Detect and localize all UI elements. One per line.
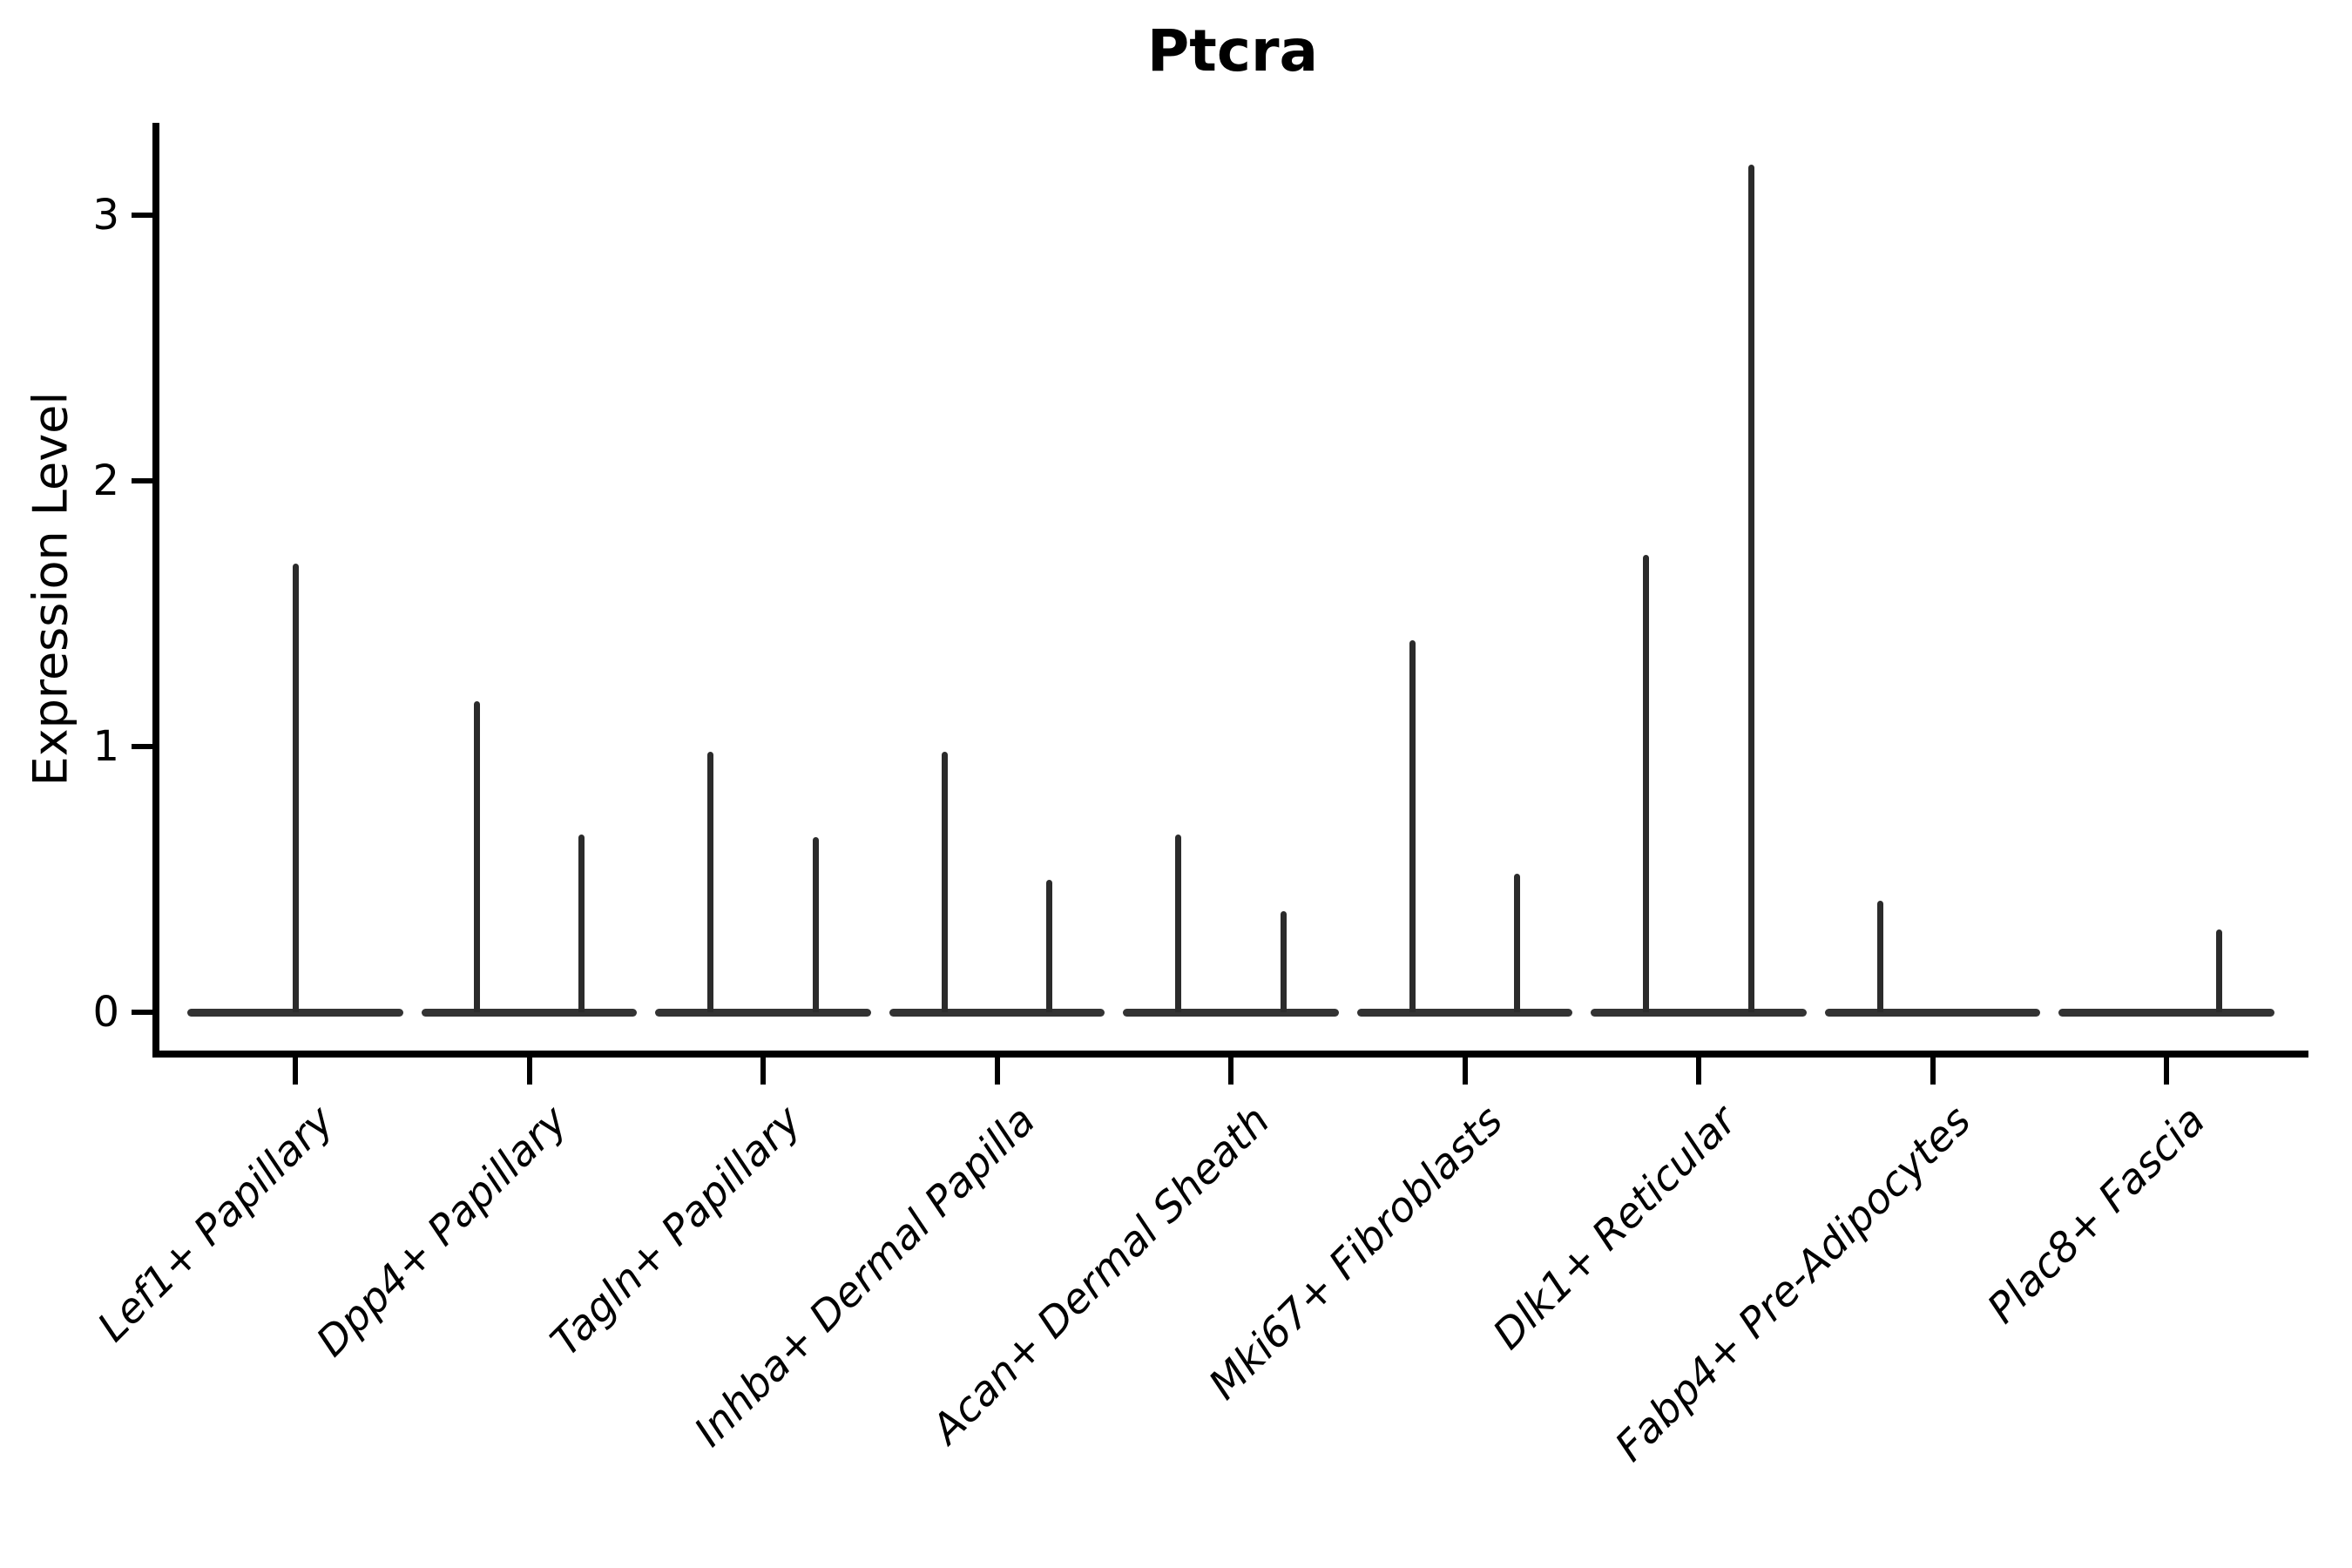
y-tick-label: 3 <box>92 191 119 240</box>
x-tick-label: Dlk1+ Reticular <box>1484 1097 1747 1359</box>
violin-spike <box>1747 165 1754 1012</box>
x-tick-mark <box>2164 1058 2169 1085</box>
violin-baseline <box>1591 1008 1807 1017</box>
y-tick-mark <box>132 1010 152 1015</box>
violin-spike <box>707 752 714 1012</box>
violin-spike <box>578 834 585 1012</box>
y-tick-mark <box>132 213 152 218</box>
x-tick-mark <box>1930 1058 1936 1085</box>
x-tick-mark <box>994 1058 1000 1085</box>
violin-spike <box>1876 900 1883 1012</box>
y-tick-mark <box>132 744 152 749</box>
violin-spike <box>1175 834 1182 1012</box>
x-tick-label: Lef1+ Papillary <box>88 1097 343 1352</box>
violin-baseline <box>1824 1008 2040 1017</box>
violin-spike <box>473 701 480 1012</box>
violin-spike <box>941 752 948 1012</box>
violin-spike <box>1280 911 1287 1012</box>
y-tick-mark <box>132 478 152 483</box>
violin-baseline <box>421 1008 637 1017</box>
violin-baseline <box>2058 1008 2274 1017</box>
y-axis-spine <box>152 123 159 1058</box>
violin-spike <box>2215 929 2222 1012</box>
x-tick-label: Dpp4+ Papillary <box>308 1097 578 1367</box>
y-tick-label: 1 <box>92 722 119 771</box>
violin-spike <box>1046 879 1053 1012</box>
y-tick-label: 0 <box>92 988 119 1037</box>
chart-title: Ptcra <box>1146 17 1319 84</box>
x-tick-mark <box>1696 1058 1701 1085</box>
violin-spike <box>292 563 299 1012</box>
violin-spike <box>1409 640 1416 1012</box>
violin-baseline <box>1356 1008 1572 1017</box>
x-tick-mark <box>1228 1058 1233 1085</box>
violin-baseline <box>187 1008 403 1017</box>
x-tick-mark <box>526 1058 532 1085</box>
x-tick-mark <box>1462 1058 1468 1085</box>
x-tick-label: Tagln+ Papillary <box>542 1097 811 1366</box>
violin-baseline <box>655 1008 871 1017</box>
x-axis-spine <box>152 1051 2308 1058</box>
violin-baseline <box>1123 1008 1339 1017</box>
y-tick-label: 2 <box>92 456 119 505</box>
x-tick-label: Plac8+ Fascia <box>1977 1097 2214 1334</box>
violin-spike <box>1643 555 1650 1012</box>
violin-spike <box>812 836 819 1012</box>
x-tick-mark <box>760 1058 766 1085</box>
violin-spike <box>1514 874 1521 1012</box>
x-tick-mark <box>293 1058 298 1085</box>
violin-baseline <box>889 1008 1105 1017</box>
